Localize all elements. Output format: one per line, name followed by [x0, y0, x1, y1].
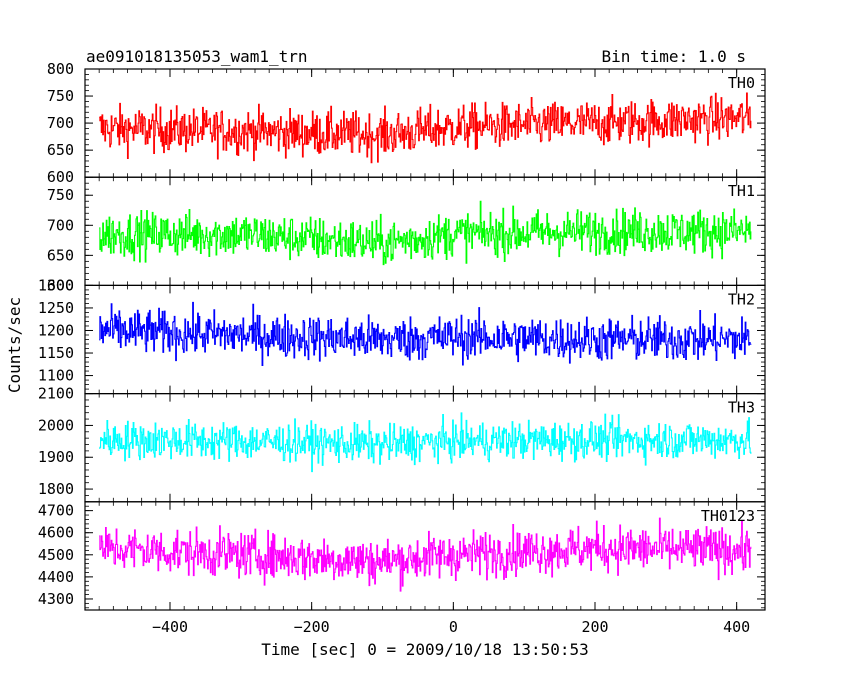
series-line-th0123: [99, 517, 752, 592]
y-tick-label-th0123: 4400: [38, 568, 74, 586]
panel-label-th3: TH3: [728, 399, 755, 417]
y-tick-label-th2: 1100: [38, 367, 74, 385]
x-tick-label: 200: [581, 618, 608, 636]
panel-label-th0: TH0: [728, 74, 755, 92]
series-line-th3: [99, 412, 752, 473]
y-tick-label-th2: 1200: [38, 321, 74, 339]
panel-label-th0123: TH0123: [701, 507, 755, 525]
x-tick-label: 400: [723, 618, 750, 636]
y-tick-label-th3: 2100: [38, 385, 74, 403]
panel-label-th1: TH1: [728, 182, 755, 200]
series-line-th0: [99, 92, 752, 164]
y-tick-label-th0123: 4600: [38, 524, 74, 542]
y-tick-label-th2: 1300: [38, 276, 74, 294]
x-tick-label: −400: [152, 618, 188, 636]
y-axis-label: Counts/sec: [5, 297, 24, 393]
y-tick-label-th0: 650: [47, 141, 74, 159]
y-tick-label-th1: 650: [47, 246, 74, 264]
y-tick-label-th0: 800: [47, 60, 74, 78]
x-axis-label: Time [sec] 0 = 2009/10/18 13:50:53: [261, 640, 589, 659]
x-tick-label: 0: [449, 618, 458, 636]
y-tick-label-th0: 750: [47, 87, 74, 105]
y-tick-label-th0: 600: [47, 168, 74, 186]
panels-group: 600 650 700 750 800 TH0 600 650 700 750 TH1 1100 115…: [38, 60, 766, 636]
chart-title: ae091018135053_wam1_trn: [86, 47, 308, 66]
y-tick-label-th1: 750: [47, 186, 74, 204]
y-tick-label-th0123: 4300: [38, 590, 74, 608]
y-tick-label-th3: 1800: [38, 480, 74, 498]
y-tick-label-th1: 600: [47, 276, 74, 294]
y-tick-label-th2: 1150: [38, 344, 74, 362]
series-line-th2: [99, 301, 752, 366]
bin-time-label: Bin time: 1.0 s: [602, 47, 747, 66]
y-tick-label-th0: 700: [47, 114, 74, 132]
y-tick-label-th2: 1250: [38, 299, 74, 317]
panel-label-th2: TH2: [728, 290, 755, 308]
y-tick-label-th3: 1900: [38, 448, 74, 466]
y-tick-label-th3: 2000: [38, 416, 74, 434]
series-line-th1: [99, 200, 752, 266]
y-tick-label-th0123: 4700: [38, 502, 74, 520]
y-tick-label-th1: 700: [47, 216, 74, 234]
x-tick-label: −200: [294, 618, 330, 636]
y-tick-label-th0123: 4500: [38, 546, 74, 564]
